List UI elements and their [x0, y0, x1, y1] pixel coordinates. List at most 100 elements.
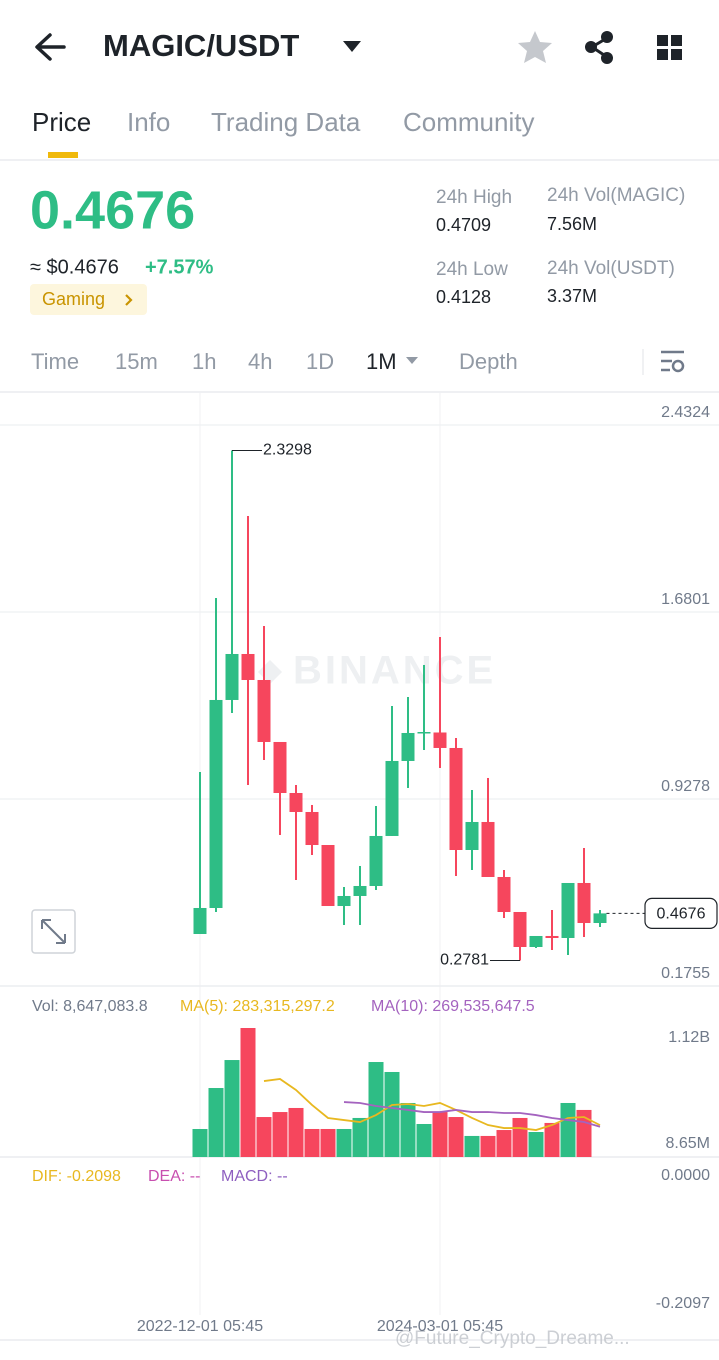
candle-body: [401, 732, 415, 761]
last-price-label: 0.4676: [657, 906, 706, 923]
candle-body: [289, 792, 303, 812]
y-tick-label: 1.6801: [661, 591, 710, 608]
candle-body: [305, 811, 319, 846]
expand-icon: [41, 919, 66, 944]
candle-body: [241, 653, 255, 680]
candle-body: [593, 913, 607, 924]
tag-chip[interactable]: Gaming: [30, 284, 147, 315]
share-icon[interactable]: [585, 31, 613, 64]
x-tick-label: 2024-03-01 05:45: [377, 1318, 503, 1335]
volume-bar: [240, 1028, 256, 1157]
volume-bar: [336, 1128, 352, 1157]
candle-body: [561, 882, 575, 938]
candle-body: [209, 699, 223, 908]
candle-body: [225, 653, 239, 700]
macd-legend: MACD: --: [221, 1168, 288, 1185]
chart-settings-icon[interactable]: [661, 350, 685, 373]
y-tick-label: 0.1755: [661, 965, 710, 982]
watermark: BINANCE: [293, 649, 496, 693]
tab[interactable]: Trading Data: [211, 107, 361, 137]
tab[interactable]: Price: [32, 107, 91, 137]
tab[interactable]: Community: [403, 107, 534, 137]
tab-indicator: [48, 152, 78, 158]
candle-body: [481, 821, 495, 877]
candle-body: [417, 731, 431, 734]
volume-bar: [288, 1107, 304, 1157]
interval[interactable]: 1h: [192, 349, 216, 374]
price-change: +7.57%: [145, 256, 214, 278]
candle-body: [465, 821, 479, 850]
tag-chevron: [125, 294, 133, 306]
stat-label: 24h Vol(MAGIC): [547, 185, 685, 206]
candle-body: [385, 760, 399, 836]
interval[interactable]: 1D: [306, 349, 334, 374]
volume-bar: [352, 1117, 368, 1157]
interval[interactable]: 15m: [115, 349, 158, 374]
interval-dropdown[interactable]: [406, 357, 418, 364]
grid-menu-icon[interactable]: [657, 35, 682, 60]
candle-body: [369, 835, 383, 886]
volume-bar: [544, 1122, 560, 1157]
volume-bar: [224, 1060, 240, 1157]
y-tick-label: 0.0000: [661, 1167, 710, 1184]
menu-square: [671, 35, 682, 46]
candle-body: [449, 747, 463, 850]
volume-bar: [432, 1112, 448, 1157]
stat-value: 7.56M: [547, 214, 597, 234]
stat-value: 0.4128: [436, 287, 491, 307]
candle-body: [529, 935, 543, 947]
volume-label: Vol: 8,647,083.8: [32, 998, 148, 1015]
macd-legend: DIF: -0.2098: [32, 1168, 121, 1185]
y-tick-label: 8.65M: [666, 1135, 710, 1152]
max-label: 2.3298: [263, 442, 312, 459]
candle-body: [433, 732, 447, 748]
share-dot: [601, 31, 613, 43]
share-dot: [585, 41, 597, 53]
interval-active[interactable]: 1M: [366, 349, 397, 374]
min-label: 0.2781: [440, 952, 489, 969]
candle-body: [545, 935, 559, 938]
share-dot: [601, 52, 613, 64]
interval[interactable]: 4h: [248, 349, 272, 374]
favorite-icon[interactable]: [518, 31, 552, 63]
last-price-box: [644, 897, 718, 929]
interval[interactable]: Depth: [459, 349, 518, 374]
candle-body: [353, 885, 367, 896]
candle-body: [321, 845, 335, 907]
macd-legend: DEA: --: [148, 1168, 200, 1185]
stat-value: 3.37M: [547, 286, 597, 306]
volume-bar: [416, 1123, 432, 1157]
fiat-price: ≈ $0.4676: [30, 256, 119, 278]
volume-bar: [272, 1112, 288, 1157]
volume-bar: [304, 1128, 320, 1157]
pair-dropdown[interactable]: [343, 41, 361, 52]
candle-body: [513, 911, 527, 947]
stat-label: 24h High: [436, 187, 512, 208]
settings-gear: [671, 359, 685, 373]
candle-body: [337, 895, 351, 907]
candle-body: [193, 907, 207, 934]
pair-title[interactable]: MAGIC/USDT: [103, 28, 299, 63]
candle-body: [497, 876, 511, 912]
volume-bar: [528, 1132, 544, 1157]
candle-body: [257, 679, 271, 742]
stat-label: 24h Low: [436, 259, 508, 280]
back-button[interactable]: [35, 33, 66, 61]
volume-bar: [192, 1128, 208, 1157]
ma10-legend: MA(10): 269,535,647.5: [371, 998, 535, 1015]
candle-body: [577, 882, 591, 924]
tab[interactable]: Info: [127, 107, 170, 137]
ma-line: [343, 1101, 601, 1128]
volume-bar: [384, 1071, 400, 1157]
volume-bar: [512, 1117, 528, 1157]
volume-bar: [560, 1102, 576, 1157]
expand-button[interactable]: [31, 909, 76, 954]
y-tick-label: -0.2097: [656, 1295, 710, 1312]
volume-bar: [400, 1102, 416, 1157]
volume-bar: [208, 1088, 224, 1157]
x-tick-label: 2022-12-01 05:45: [137, 1318, 263, 1335]
y-tick-label: 1.12B: [668, 1029, 710, 1046]
interval[interactable]: Time: [31, 349, 79, 374]
